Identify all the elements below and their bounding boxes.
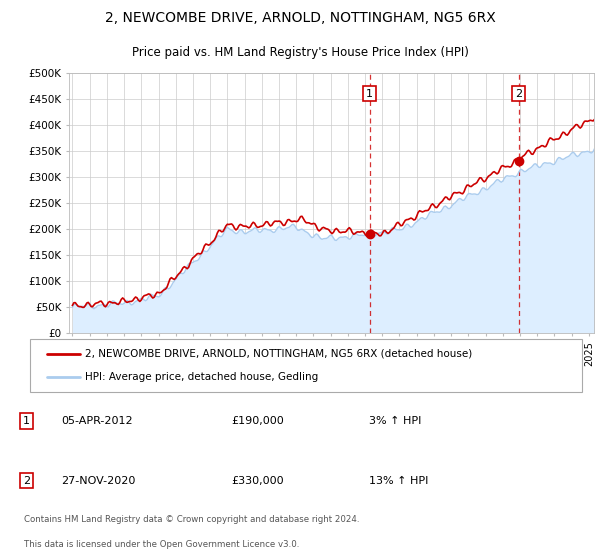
Text: 2, NEWCOMBE DRIVE, ARNOLD, NOTTINGHAM, NG5 6RX: 2, NEWCOMBE DRIVE, ARNOLD, NOTTINGHAM, N…	[104, 11, 496, 25]
Text: 2: 2	[515, 88, 522, 99]
Text: 2: 2	[23, 475, 30, 486]
Text: HPI: Average price, detached house, Gedling: HPI: Average price, detached house, Gedl…	[85, 372, 319, 382]
Text: This data is licensed under the Open Government Licence v3.0.: This data is licensed under the Open Gov…	[23, 540, 299, 549]
Text: Contains HM Land Registry data © Crown copyright and database right 2024.: Contains HM Land Registry data © Crown c…	[23, 515, 359, 524]
Text: Price paid vs. HM Land Registry's House Price Index (HPI): Price paid vs. HM Land Registry's House …	[131, 46, 469, 59]
Text: £190,000: £190,000	[231, 416, 284, 426]
FancyBboxPatch shape	[30, 339, 582, 392]
Text: 1: 1	[366, 88, 373, 99]
Text: 13% ↑ HPI: 13% ↑ HPI	[369, 475, 428, 486]
Text: £330,000: £330,000	[231, 475, 284, 486]
Text: 1: 1	[23, 416, 30, 426]
Text: 27-NOV-2020: 27-NOV-2020	[61, 475, 136, 486]
Text: 05-APR-2012: 05-APR-2012	[61, 416, 133, 426]
Text: 3% ↑ HPI: 3% ↑ HPI	[369, 416, 421, 426]
Text: 2, NEWCOMBE DRIVE, ARNOLD, NOTTINGHAM, NG5 6RX (detached house): 2, NEWCOMBE DRIVE, ARNOLD, NOTTINGHAM, N…	[85, 349, 472, 359]
